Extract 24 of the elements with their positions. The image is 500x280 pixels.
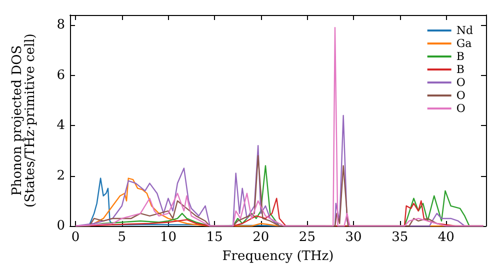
x-axis-title: Frequency (THz) <box>222 249 334 264</box>
y-axis-title: Phonon projected DOS (States/THz·primitive cell) <box>10 33 38 208</box>
line-series <box>74 26 484 227</box>
x-tick-label: 40 <box>438 230 454 245</box>
x-tick-label: 10 <box>160 230 176 245</box>
y-tick-label: 8 <box>56 18 65 33</box>
legend-label: B <box>456 50 464 63</box>
legend-label: Nd <box>456 24 474 37</box>
x-tick-label: 25 <box>298 230 316 245</box>
y-tick-label: 0 <box>56 218 65 234</box>
x-tick-label: 0 <box>71 230 80 245</box>
x-tick-label: 5 <box>118 230 126 245</box>
legend-label: O <box>456 89 466 102</box>
legend-label: O <box>456 76 466 89</box>
x-tick-label: 15 <box>206 230 223 245</box>
y-tick-label: 4 <box>56 118 65 134</box>
legend-label: Ga <box>456 37 472 50</box>
y-tick-label: 2 <box>56 168 65 184</box>
y-tick-label: 6 <box>56 68 65 83</box>
x-tick-label: 30 <box>345 230 362 245</box>
legend-label: B <box>456 63 464 76</box>
legend-label: O <box>456 102 466 115</box>
x-tick-label: 20 <box>252 230 270 245</box>
x-tick-label: 35 <box>392 230 408 245</box>
